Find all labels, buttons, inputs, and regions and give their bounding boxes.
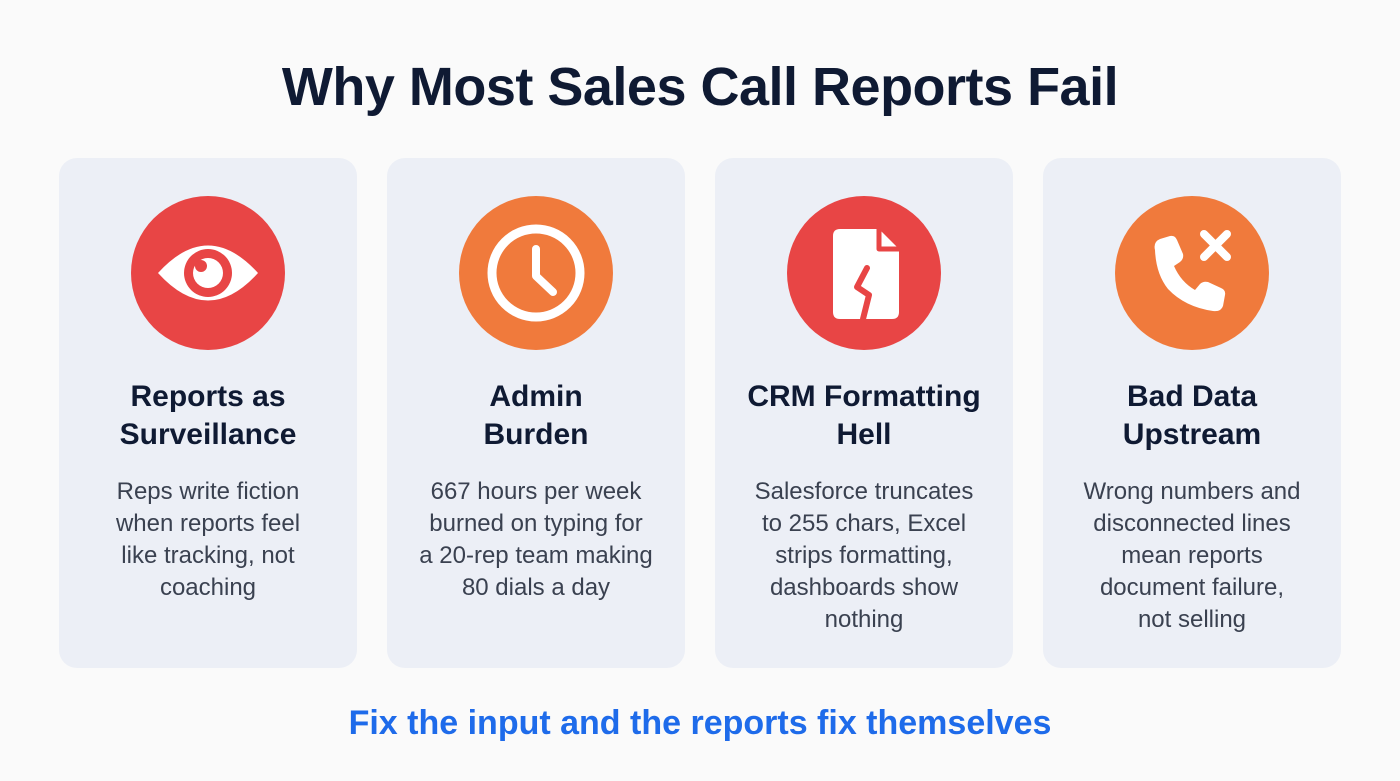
card-description: Wrong numbers and disconnected lines mea… (1053, 476, 1331, 636)
card-bad-data-upstream: Bad Data Upstream Wrong numbers and disc… (1043, 158, 1341, 668)
card-title-line: Hell (836, 418, 892, 451)
desc-line: document failure, (1099, 574, 1285, 601)
card-description: 667 hours per week burned on typing for … (397, 476, 675, 604)
desc-line: when reports feel (115, 510, 301, 537)
desc-line: not selling (1137, 606, 1247, 633)
card-title-line: Surveillance (119, 418, 297, 451)
desc-line: Salesforce truncates (754, 478, 974, 505)
desc-line: nothing (824, 606, 904, 633)
desc-line: coaching (159, 574, 257, 601)
desc-line: mean reports (1121, 542, 1263, 569)
card-title-line: Bad Data (1126, 380, 1258, 413)
card-title: Admin Burden (387, 378, 685, 454)
desc-line: dashboards show (769, 574, 959, 601)
clock-icon (459, 196, 613, 350)
desc-line: Wrong numbers and (1083, 478, 1301, 505)
card-admin-burden: Admin Burden 667 hours per week burned o… (387, 158, 685, 668)
desc-line: 667 hours per week (430, 478, 642, 505)
desc-line: 80 dials a day (461, 574, 611, 601)
card-title-line: Reports as (130, 380, 286, 413)
card-description: Salesforce truncates to 255 chars, Excel… (725, 476, 1003, 636)
page-title: Why Most Sales Call Reports Fail (281, 57, 1119, 117)
card-title-line: Burden (483, 418, 589, 451)
card-title: CRM Formatting Hell (715, 378, 1013, 454)
card-title: Reports as Surveillance (59, 378, 357, 454)
card-title-line: CRM Formatting (747, 380, 981, 413)
desc-line: like tracking, not (121, 542, 295, 569)
desc-line: Reps write fiction (116, 478, 300, 505)
card-description: Reps write fiction when reports feel lik… (69, 476, 347, 604)
desc-line: to 255 chars, Excel (761, 510, 967, 537)
card-title-line: Admin (489, 380, 583, 413)
eye-icon (131, 196, 285, 350)
desc-line: a 20-rep team making (419, 542, 653, 569)
phone-x-icon (1115, 196, 1269, 350)
card-crm-formatting-hell: CRM Formatting Hell Salesforce truncates… (715, 158, 1013, 668)
desc-line: strips formatting, (775, 542, 953, 569)
desc-line: disconnected lines (1093, 510, 1291, 537)
card-reports-as-surveillance: Reports as Surveillance Reps write ficti… (59, 158, 357, 668)
card-title-line: Upstream (1122, 418, 1262, 451)
footer-tagline: Fix the input and the reports fix themse… (348, 704, 1052, 742)
card-title: Bad Data Upstream (1043, 378, 1341, 454)
card-grid: Reports as Surveillance Reps write ficti… (59, 158, 1341, 668)
broken-file-icon (787, 196, 941, 350)
desc-line: burned on typing for (429, 510, 643, 537)
